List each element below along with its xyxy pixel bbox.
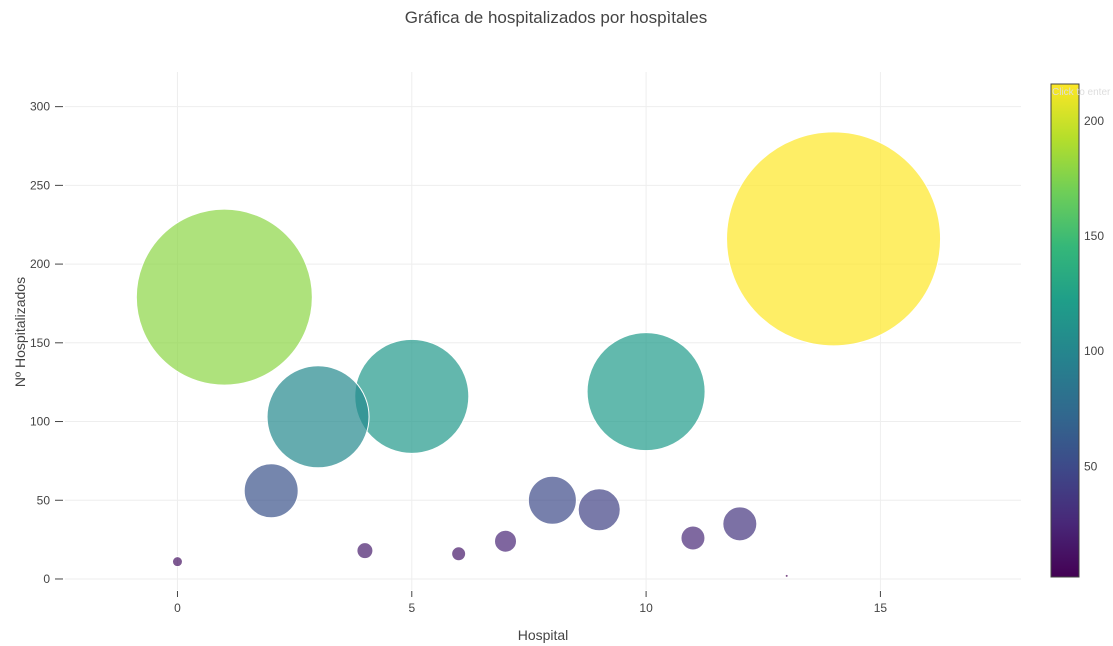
y-tick-label: 250 bbox=[30, 178, 50, 192]
bubble-point[interactable] bbox=[356, 542, 374, 560]
bubble-point[interactable] bbox=[135, 208, 313, 386]
bubble-point[interactable] bbox=[722, 506, 758, 542]
x-tick-label: 0 bbox=[174, 601, 181, 615]
y-tick-label: 50 bbox=[37, 493, 51, 507]
colorbar-tick-label: 200 bbox=[1084, 114, 1104, 128]
y-tick-label: 300 bbox=[30, 100, 50, 114]
axes: 0 50 100 150 200 250 300 0 5 10 15 bbox=[30, 100, 887, 615]
x-tick-label: 5 bbox=[408, 601, 415, 615]
bubble-point[interactable] bbox=[354, 338, 470, 454]
x-axis-title: Hospital bbox=[518, 627, 569, 643]
bubbles bbox=[135, 131, 942, 577]
y-tick-label: 150 bbox=[30, 336, 50, 350]
chart-title: Gráfica de hospitalizados por hospìtales bbox=[405, 8, 707, 27]
colorbar-title-placeholder[interactable]: Click to enter Colorscale title bbox=[1052, 87, 1113, 98]
colorbar-gradient bbox=[1050, 83, 1080, 578]
bubble-point[interactable] bbox=[586, 332, 706, 452]
bubble-point[interactable] bbox=[785, 574, 788, 577]
colorbar-tick-label: 100 bbox=[1084, 344, 1104, 358]
y-tick-label: 200 bbox=[30, 257, 50, 271]
bubble-point[interactable] bbox=[527, 475, 577, 525]
bubble-point[interactable] bbox=[243, 463, 299, 519]
colorbar[interactable]: Click to enter Colorscale title 50 100 150 2… bbox=[1050, 83, 1113, 578]
bubble-point[interactable] bbox=[451, 546, 467, 562]
y-tick-label: 100 bbox=[30, 415, 50, 429]
x-tick-label: 15 bbox=[874, 601, 888, 615]
bubble-point[interactable] bbox=[171, 556, 183, 568]
bubble-point[interactable] bbox=[266, 365, 370, 469]
bubble-point[interactable] bbox=[577, 488, 621, 532]
y-tick-label: 0 bbox=[43, 572, 50, 586]
bubble-point[interactable] bbox=[680, 525, 706, 551]
bubble-point[interactable] bbox=[726, 131, 942, 347]
y-axis-title: Nº Hospitalizados bbox=[12, 277, 28, 387]
x-tick-label: 10 bbox=[639, 601, 653, 615]
colorbar-tick-label: 50 bbox=[1084, 459, 1098, 473]
bubble-point[interactable] bbox=[494, 529, 518, 553]
colorbar-tick-label: 150 bbox=[1084, 229, 1104, 243]
